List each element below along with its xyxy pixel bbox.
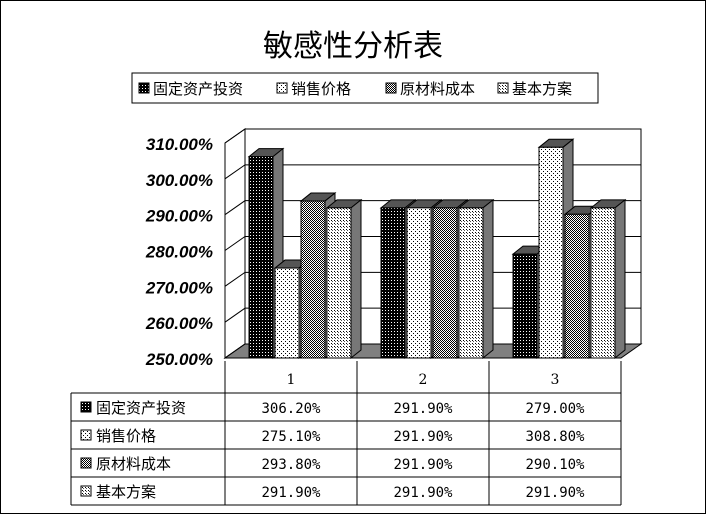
legend-label-4: 基本方案 bbox=[512, 80, 572, 98]
bar-front bbox=[380, 207, 406, 359]
table-swatch-4 bbox=[80, 485, 92, 497]
table-cell: 291.90% bbox=[393, 401, 453, 417]
bar-front bbox=[326, 207, 352, 359]
bar-front bbox=[274, 267, 300, 359]
gridline bbox=[224, 307, 641, 323]
y-tick-label: 280.00% bbox=[145, 243, 213, 262]
table-cell: 291.90% bbox=[393, 429, 453, 445]
legend-box bbox=[131, 72, 599, 104]
data-table: 1 2 3 固定资产投资 306.20% 291.90% 279.00% 销售价格 275.10… bbox=[70, 361, 622, 506]
chart-title: 敏感性分析表 bbox=[263, 29, 443, 64]
gridline bbox=[224, 271, 641, 287]
y-tick-label: 300.00% bbox=[146, 171, 213, 190]
gridline bbox=[224, 343, 641, 359]
bar-front bbox=[300, 200, 326, 359]
legend: 固定资产投资 销售价格 原材料成本 基本方案 bbox=[131, 72, 599, 104]
bar-side bbox=[614, 198, 626, 360]
legend-swatch-3 bbox=[385, 82, 397, 94]
legend-label-1: 固定资产投资 bbox=[153, 80, 243, 98]
bar-front bbox=[248, 156, 274, 359]
table-row-label-4: 基本方案 bbox=[96, 483, 156, 501]
bar-front bbox=[406, 207, 432, 359]
legend-label-3: 原材料成本 bbox=[400, 80, 475, 98]
table-row-label-3: 原材料成本 bbox=[96, 455, 171, 473]
table-cell: 308.80% bbox=[525, 429, 585, 445]
y-tick-label: 290.00% bbox=[145, 207, 213, 226]
gridline bbox=[224, 128, 641, 144]
bar-side bbox=[482, 198, 494, 360]
table-cell: 291.90% bbox=[525, 485, 585, 501]
bar-基本方案-3 bbox=[589, 198, 627, 360]
legend-label-2: 销售价格 bbox=[291, 80, 351, 98]
plot-area bbox=[223, 128, 643, 360]
bar-基本方案-2 bbox=[457, 198, 495, 360]
bar-side bbox=[350, 198, 362, 360]
table-swatch-3 bbox=[80, 457, 92, 469]
table-cell: 291.90% bbox=[393, 485, 453, 501]
legend-swatch-4 bbox=[497, 82, 509, 94]
y-tick-label: 260.00% bbox=[145, 314, 213, 333]
table-cell: 275.10% bbox=[261, 429, 321, 445]
table-cell: 290.10% bbox=[525, 457, 585, 473]
category-label: 1 bbox=[287, 372, 296, 388]
gridline bbox=[224, 164, 641, 180]
bar-front bbox=[432, 207, 458, 359]
bar-基本方案-1 bbox=[325, 198, 363, 360]
table-cell: 279.00% bbox=[525, 401, 585, 417]
y-axis: 250.00% 260.00% 270.00% 280.00% 290.00% 300.0… bbox=[145, 135, 213, 369]
table-swatch-1 bbox=[80, 401, 92, 413]
table-cell: 306.20% bbox=[261, 401, 321, 417]
legend-swatch-1 bbox=[138, 82, 150, 94]
table-swatch-2 bbox=[80, 429, 92, 441]
table-cell: 291.90% bbox=[261, 485, 321, 501]
table-cell: 293.80% bbox=[261, 457, 321, 473]
y-tick-label: 270.00% bbox=[145, 278, 213, 297]
gridline bbox=[224, 236, 641, 251]
bar-front bbox=[590, 207, 616, 359]
bar-front bbox=[564, 213, 590, 359]
category-label: 2 bbox=[419, 372, 428, 388]
y-tick-label: 310.00% bbox=[146, 135, 213, 154]
bar-front bbox=[538, 146, 564, 359]
category-label: 3 bbox=[551, 372, 560, 388]
bar-front bbox=[512, 253, 538, 359]
legend-swatch-2 bbox=[276, 82, 288, 94]
table-row-label-1: 固定资产投资 bbox=[96, 399, 186, 417]
table-cell: 291.90% bbox=[393, 457, 453, 473]
y-tick-label: 250.00% bbox=[145, 350, 213, 369]
gridline bbox=[224, 200, 641, 216]
table-row-label-2: 销售价格 bbox=[96, 427, 156, 445]
bar-front bbox=[458, 207, 484, 359]
